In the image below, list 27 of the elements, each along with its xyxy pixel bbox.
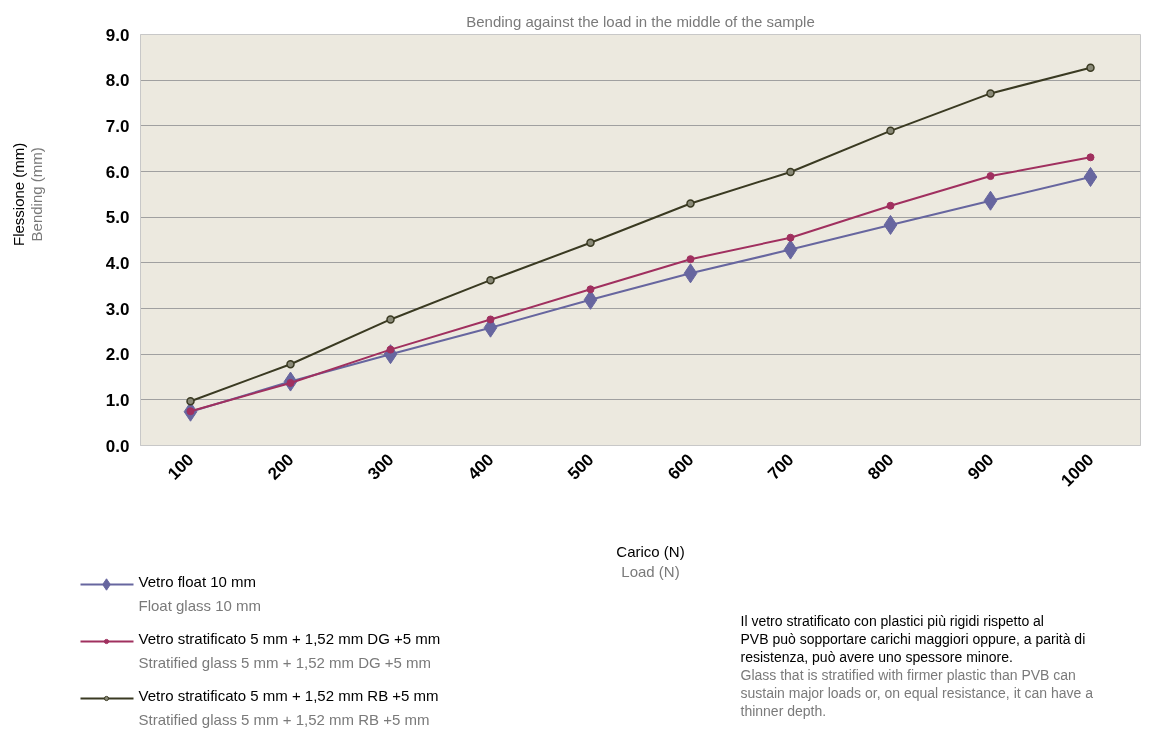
y-tick-label: 6.0 xyxy=(105,162,130,182)
chart-subtitle: Bending against the load in the middle of the sample xyxy=(466,12,815,30)
x-tick-label: 800 xyxy=(864,450,898,484)
x-tick-label: 600 xyxy=(664,450,698,484)
x-axis-title: Carico (N) Load (N) xyxy=(616,542,685,580)
x-tick-label: 300 xyxy=(364,450,398,484)
x-tick-label: 200 xyxy=(264,450,298,484)
x-tick-label: 900 xyxy=(964,450,998,484)
y-tick-label: 0.0 xyxy=(105,436,130,456)
x-tick-label: 400 xyxy=(464,450,498,484)
y-tick-label: 1.0 xyxy=(105,390,130,410)
x-tick-label: 100 xyxy=(164,450,198,484)
text: Glass that is stratified with firmer plastic than PVB can sustain major loads or, on equal resistance, it can have a thinner depth. xyxy=(740,666,1094,719)
y-axis-title: Flessione (mm) Bending (mm) xyxy=(9,142,45,247)
legend-label: Vetro stratificato 5 mm + 1,52 mm RB +5 mm Stratified glass 5 mm + 1,52 mm RB +5 mm xyxy=(138,686,439,728)
y-tick-label: 4.0 xyxy=(105,253,130,273)
y-tick-label: 3.0 xyxy=(105,299,130,319)
x-tick-label: 700 xyxy=(764,450,798,484)
legend-label: Vetro stratificato 5 mm + 1,52 mm DG +5 mm Stratified glass 5 mm + 1,52 mm DG +5 mm xyxy=(138,629,441,671)
y-tick-label: 8.0 xyxy=(105,71,130,91)
y-tick-label: 7.0 xyxy=(105,116,130,136)
y-tick-label: 2.0 xyxy=(105,345,130,365)
text: Il vetro stratificato con plastici più rigidi rispetto al PVB può sopportare carichi maggiori oppure, a parità di resistenza, può avere uno spessore minore. xyxy=(740,612,1086,665)
legend-label: Vetro float 10 mm Float glass 10 mm xyxy=(138,572,262,614)
y-tick-label: 9.0 xyxy=(105,25,130,45)
x-tick-label: 500 xyxy=(564,450,598,484)
y-tick-label: 5.0 xyxy=(105,208,130,228)
